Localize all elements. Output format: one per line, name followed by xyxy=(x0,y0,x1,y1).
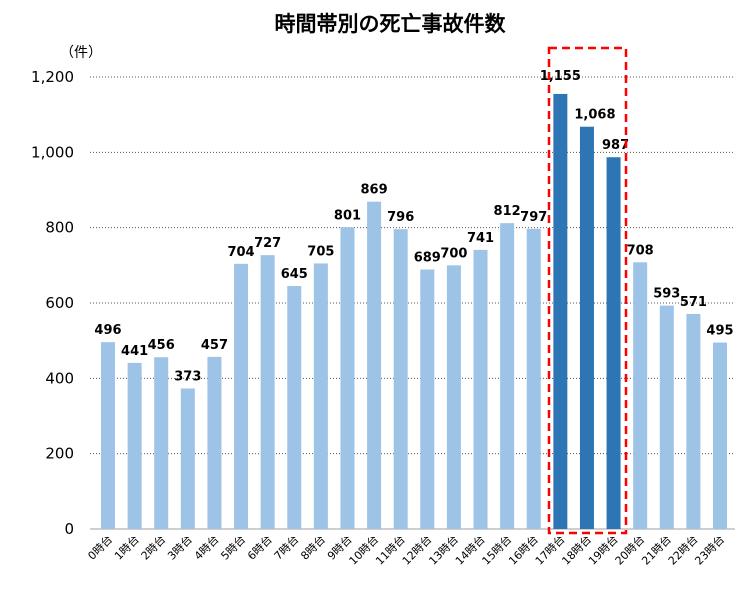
y-tick-label: 1,000 xyxy=(31,143,74,161)
data-label: 704 xyxy=(227,245,254,260)
y-tick-label: 0 xyxy=(64,520,74,538)
data-label: 1,155 xyxy=(540,69,581,84)
bar-9時台 xyxy=(340,227,355,530)
x-tick-label: 5時台 xyxy=(218,532,248,562)
x-tick-label: 6時台 xyxy=(244,532,274,562)
bar-20時台 xyxy=(633,262,648,529)
data-label: 495 xyxy=(706,324,733,339)
bar-5時台 xyxy=(234,263,249,529)
data-label: 741 xyxy=(467,231,494,246)
highlight-box xyxy=(547,46,628,535)
bar-21時台 xyxy=(659,305,674,529)
data-label: 1,068 xyxy=(574,108,615,123)
data-label: 700 xyxy=(440,246,467,261)
y-tick-label: 200 xyxy=(45,445,74,463)
x-tick-label: 8時台 xyxy=(298,532,328,562)
data-label: 987 xyxy=(602,138,629,153)
data-label: 812 xyxy=(494,204,521,219)
data-label: 373 xyxy=(174,370,201,385)
y-tick-label: 1,200 xyxy=(31,68,74,86)
bar-8時台 xyxy=(313,263,328,529)
data-label: 727 xyxy=(254,236,281,251)
bar-12時台 xyxy=(420,269,435,529)
x-tick-label: 0時台 xyxy=(85,532,115,562)
data-label: 708 xyxy=(627,243,654,258)
data-label: 456 xyxy=(148,338,175,353)
bar-0時台 xyxy=(101,342,115,529)
x-tick-label: 23時台 xyxy=(692,532,727,567)
bar-23時台 xyxy=(713,342,727,529)
data-label: 457 xyxy=(201,338,228,353)
bar-2時台 xyxy=(154,357,169,529)
bar-7時台 xyxy=(287,286,302,529)
data-label: 801 xyxy=(334,208,361,223)
x-tick-label: 7時台 xyxy=(271,532,301,562)
data-label: 571 xyxy=(680,295,707,310)
data-label: 869 xyxy=(361,183,388,198)
bar-18時台 xyxy=(579,126,594,529)
bar-22時台 xyxy=(686,313,701,529)
bar-17時台 xyxy=(553,93,568,529)
data-label: 705 xyxy=(307,244,334,259)
bar-14時台 xyxy=(473,249,488,529)
x-tick-label: 3時台 xyxy=(165,532,195,562)
data-label: 441 xyxy=(121,344,148,359)
bar-10時台 xyxy=(367,201,382,529)
y-tick-label: 800 xyxy=(45,219,74,237)
bar-6時台 xyxy=(260,255,275,529)
bar-3時台 xyxy=(180,388,195,529)
x-tick-label: 2時台 xyxy=(138,532,168,562)
y-axis-unit-label: （件） xyxy=(60,45,102,61)
bar-19時台 xyxy=(606,157,621,530)
data-label: 645 xyxy=(281,267,308,282)
bar-15時台 xyxy=(500,223,515,529)
bar-13時台 xyxy=(446,265,461,529)
data-label: 797 xyxy=(520,210,547,225)
bar-1時台 xyxy=(127,362,142,529)
chart-title: 時間帯別の死亡事故件数 xyxy=(275,12,507,36)
data-label: 496 xyxy=(94,323,121,338)
data-label: 689 xyxy=(414,250,441,265)
data-label: 796 xyxy=(387,210,414,225)
bar-11時台 xyxy=(393,229,408,529)
y-tick-label: 600 xyxy=(45,294,74,312)
x-tick-label: 1時台 xyxy=(111,532,141,562)
bar-4時台 xyxy=(207,356,222,529)
x-tick-label: 4時台 xyxy=(191,532,221,562)
bar-16時台 xyxy=(526,228,541,529)
data-label: 593 xyxy=(653,287,680,302)
y-tick-label: 400 xyxy=(45,369,74,387)
